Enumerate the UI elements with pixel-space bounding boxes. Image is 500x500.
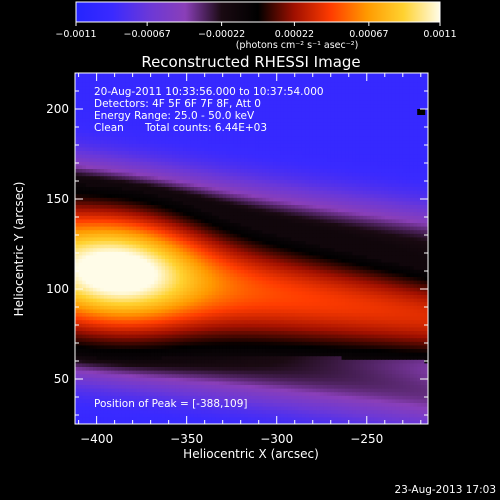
axis-ticks: −400 −350 −300 −250 50 100 150 200 <box>46 72 428 446</box>
x-tick-label: −250 <box>350 432 383 446</box>
y-tick-label: 50 <box>54 372 69 386</box>
y-tick-label: 150 <box>46 192 69 206</box>
render-timestamp: 23-Aug-2013 17:03 <box>394 484 496 496</box>
clean-label: Clean <box>94 122 124 134</box>
colorbar <box>75 1 441 23</box>
plot-frame <box>74 72 429 425</box>
colorbar-units: (photons cm⁻² s⁻¹ asec⁻²) <box>236 40 359 51</box>
x-axis-label: Heliocentric X (arcsec) <box>183 447 319 461</box>
y-tick-label: 100 <box>46 282 69 296</box>
peak-position: Position of Peak = [-388,109] <box>94 398 248 410</box>
y-axis-label: Heliocentric Y (arcsec) <box>12 182 26 317</box>
energy-range: Energy Range: 25.0 - 50.0 keV <box>94 110 255 122</box>
colorbar-tick-label: 0.00022 <box>275 29 314 40</box>
colorbar-tick-label: 0.00067 <box>349 29 388 40</box>
colorbar-tick-label: 0.0011 <box>423 29 456 40</box>
colorbar-tick-label: −0.00022 <box>198 29 245 40</box>
colorbar-ticks: −0.0011 −0.00067 −0.00022 0.00022 0.00067 0.0… <box>55 22 457 40</box>
x-tick-label: −400 <box>80 432 113 446</box>
heatmap-image <box>75 73 428 424</box>
detectors: Detectors: 4F 5F 6F 7F 8F, Att 0 <box>94 98 261 110</box>
colorbar-tick-label: −0.00067 <box>124 29 171 40</box>
total-counts: Total counts: 6.44E+03 <box>144 122 267 134</box>
chart-title: Reconstructed RHESSI Image <box>141 53 360 71</box>
colorbar-tick-label: −0.0011 <box>55 29 96 40</box>
y-tick-label: 200 <box>46 102 69 116</box>
x-tick-label: −300 <box>260 432 293 446</box>
x-tick-label: −350 <box>170 432 203 446</box>
time-range: 20-Aug-2011 10:33:56.000 to 10:37:54.000 <box>94 86 324 98</box>
